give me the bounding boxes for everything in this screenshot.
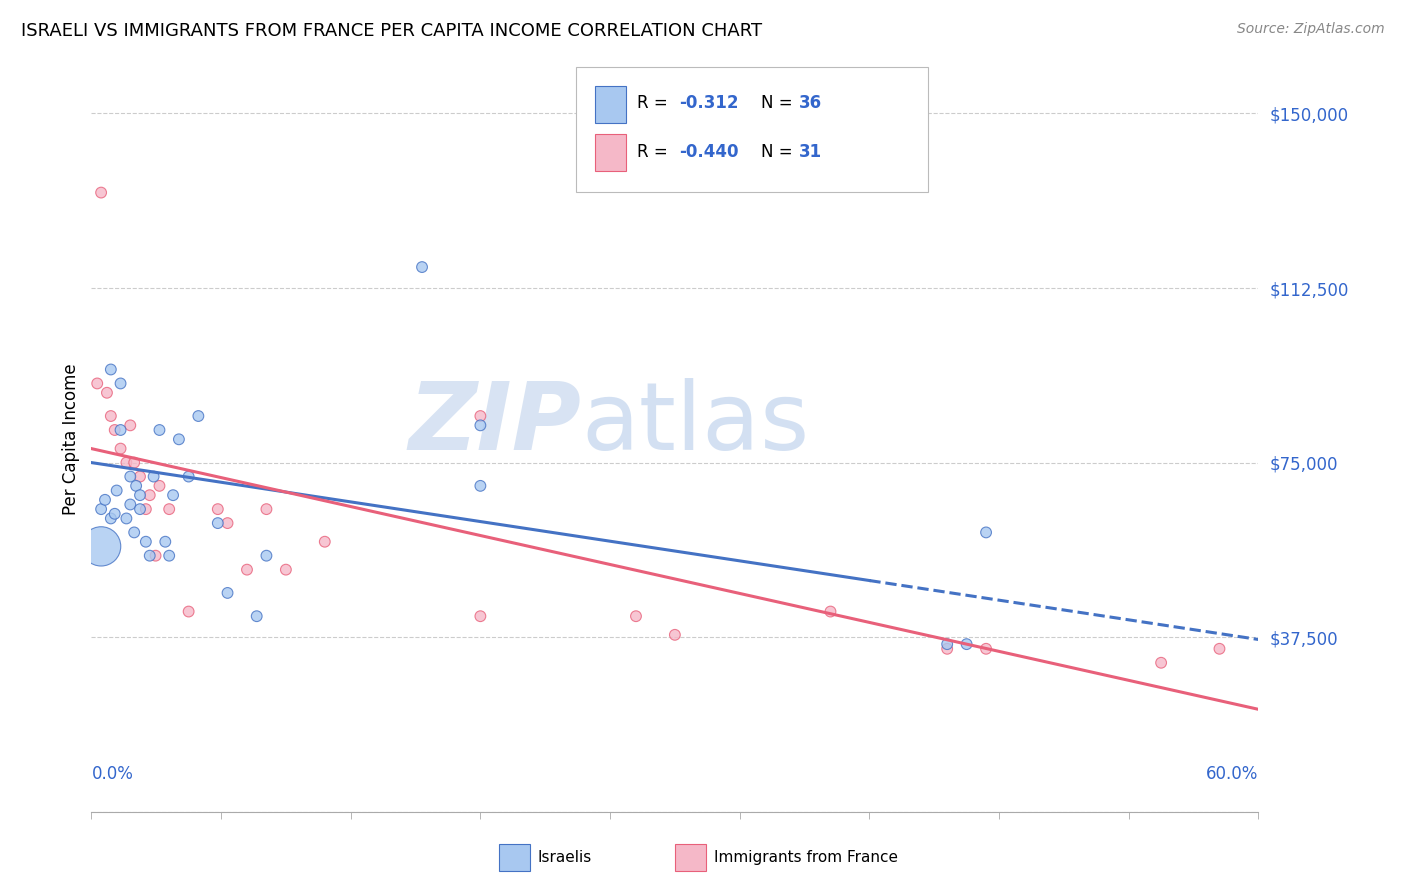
Text: ZIP: ZIP [409, 378, 582, 470]
Point [187, 409, 209, 423]
Point [157, 502, 180, 516]
Point [120, 469, 142, 483]
Point [207, 516, 229, 530]
Point [956, 637, 979, 651]
Point [155, 534, 177, 549]
Point [110, 376, 132, 391]
Point [138, 549, 162, 563]
Text: -0.440: -0.440 [679, 143, 738, 161]
Point [256, 549, 278, 563]
Text: R =: R = [637, 95, 673, 112]
Point [122, 525, 145, 540]
Text: R =: R = [637, 143, 673, 161]
Text: atlas: atlas [582, 378, 810, 470]
Point [936, 637, 959, 651]
Point [94, 492, 117, 507]
Point [148, 423, 170, 437]
Point [820, 605, 842, 619]
Point [115, 456, 138, 470]
Point [115, 511, 138, 525]
Point [274, 563, 297, 577]
Point [1208, 641, 1230, 656]
Point [110, 423, 132, 437]
Point [129, 469, 152, 483]
Point [936, 641, 959, 656]
Point [135, 502, 157, 516]
Point [125, 479, 148, 493]
Point [411, 260, 433, 274]
Point [90, 502, 112, 516]
Point [96, 385, 118, 400]
Point [177, 469, 200, 483]
Point [470, 479, 492, 493]
Point [120, 498, 142, 512]
Point [256, 502, 278, 516]
Point [207, 502, 229, 516]
Point [314, 534, 336, 549]
Point [120, 418, 142, 433]
Point [624, 609, 647, 624]
Point [142, 469, 165, 483]
Point [129, 488, 152, 502]
Point [974, 525, 997, 540]
Text: 36: 36 [799, 95, 821, 112]
Point [470, 418, 492, 433]
Text: Israelis: Israelis [537, 850, 592, 864]
Text: 31: 31 [799, 143, 821, 161]
Point [105, 483, 128, 498]
Point [86, 376, 108, 391]
Point [177, 605, 200, 619]
Text: N =: N = [761, 143, 797, 161]
Point [470, 409, 492, 423]
Point [217, 516, 239, 530]
Point [162, 488, 184, 502]
Point [157, 549, 180, 563]
Y-axis label: Per Capita Income: Per Capita Income [62, 364, 80, 515]
Point [148, 479, 170, 493]
Point [664, 628, 686, 642]
Point [129, 502, 152, 516]
Point [246, 609, 269, 624]
Text: 0.0%: 0.0% [91, 765, 134, 783]
Point [122, 456, 145, 470]
Point [470, 609, 492, 624]
Point [217, 586, 239, 600]
Point [90, 186, 112, 200]
Point [100, 362, 122, 376]
Point [135, 534, 157, 549]
Point [110, 442, 132, 456]
Point [236, 563, 259, 577]
Text: 60.0%: 60.0% [1206, 765, 1258, 783]
Point [145, 549, 167, 563]
Text: -0.312: -0.312 [679, 95, 738, 112]
Point [104, 507, 127, 521]
Point [100, 409, 122, 423]
Point [138, 488, 162, 502]
Text: N =: N = [761, 95, 797, 112]
Point [974, 641, 997, 656]
Point [1150, 656, 1173, 670]
Text: ISRAELI VS IMMIGRANTS FROM FRANCE PER CAPITA INCOME CORRELATION CHART: ISRAELI VS IMMIGRANTS FROM FRANCE PER CA… [21, 22, 762, 40]
Text: Immigrants from France: Immigrants from France [714, 850, 898, 864]
Point [167, 433, 190, 447]
Point [100, 511, 122, 525]
Point [90, 540, 112, 554]
Text: Source: ZipAtlas.com: Source: ZipAtlas.com [1237, 22, 1385, 37]
Point [104, 423, 127, 437]
